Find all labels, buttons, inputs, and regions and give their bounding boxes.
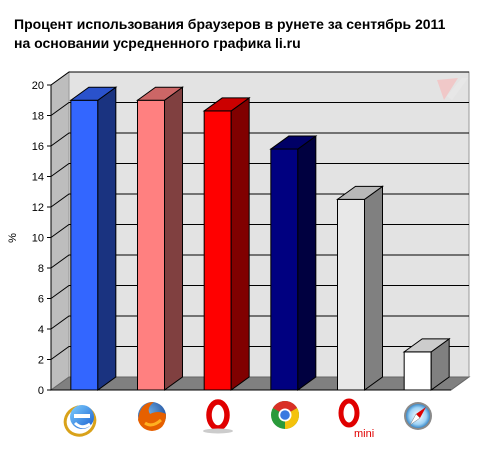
bar-front [137, 99, 165, 391]
y-axis: 0 2 4 6 8 10 12 14 16 18 20 [32, 80, 451, 397]
y-gridlines [50, 71, 469, 360]
opera-icon [203, 399, 233, 434]
y-tick-label: 18 [32, 111, 44, 123]
y-tick-label: 2 [38, 355, 44, 367]
bar-top [402, 338, 451, 353]
gridline [50, 285, 469, 299]
bar [69, 86, 118, 391]
y-tick-label: 14 [32, 172, 44, 184]
bar [402, 337, 451, 391]
gridline [50, 132, 469, 147]
bar-top [269, 135, 318, 150]
gridline [50, 315, 469, 330]
y-tick-label: 10 [32, 233, 44, 245]
bar [135, 86, 185, 391]
chrome-icon [271, 401, 299, 429]
bar-front [270, 148, 299, 391]
bars [69, 86, 451, 391]
bar-front [403, 351, 432, 391]
liveinternet-logo-icon [437, 78, 468, 100]
bar-side [230, 96, 250, 391]
gridline [50, 224, 469, 238]
gridline [50, 102, 469, 116]
bar-top [135, 86, 185, 101]
bar-front [337, 198, 365, 391]
firefox-icon [138, 402, 166, 431]
bar-top [69, 86, 118, 101]
x-axis-icons: mini [63, 398, 432, 440]
y-tick-label: 0 [38, 385, 44, 397]
gridline [50, 163, 469, 177]
y-tick-label: 16 [32, 141, 44, 153]
bar-top [202, 97, 251, 112]
y-tick-label: 4 [38, 324, 44, 336]
bar-front [70, 99, 99, 391]
bar [202, 96, 251, 391]
y-tick-label: 8 [38, 263, 44, 275]
y-tick-label: 20 [32, 80, 44, 92]
internet-explorer-icon [63, 405, 97, 437]
safari-icon [404, 402, 432, 430]
gridline [50, 193, 469, 208]
y-tick-label: 12 [32, 202, 44, 214]
bar-side [164, 86, 183, 391]
chart-title: Процент использования браузеров в рунете… [14, 15, 445, 53]
chart-title-line-2: на основании усредненного графика li.ru [14, 35, 301, 51]
opera-mini-label: mini [354, 428, 374, 440]
gridline [50, 71, 469, 86]
bar-front [203, 110, 232, 391]
bar [335, 185, 385, 391]
bar-side [297, 135, 317, 391]
bar-side [97, 86, 117, 391]
gridline [50, 254, 469, 269]
opera-mini-icon: mini [338, 398, 374, 440]
y-tick-label: 6 [38, 294, 44, 306]
chart-title-line-1: Процент использования браузеров в рунете… [14, 16, 446, 32]
bar-top [335, 185, 385, 200]
y-axis-label: % [7, 233, 19, 243]
gridline [50, 346, 469, 360]
bar-side [364, 185, 383, 391]
bar [269, 135, 318, 391]
